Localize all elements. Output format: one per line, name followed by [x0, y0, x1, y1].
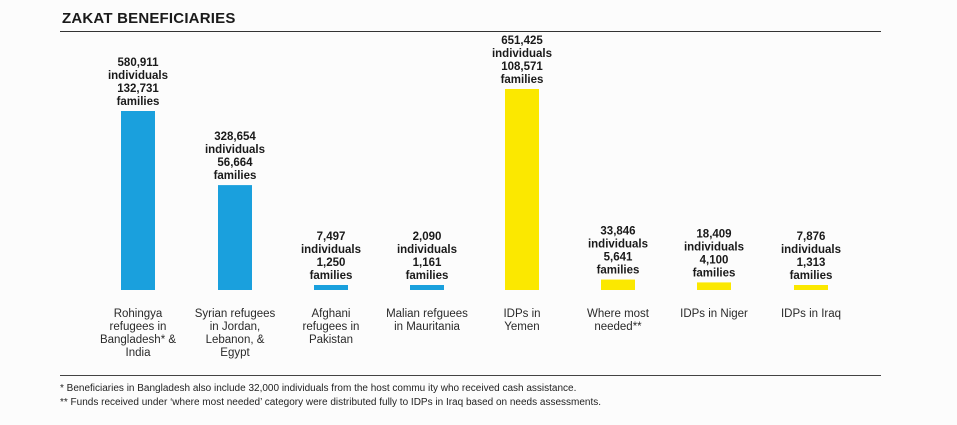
category-label-1-3: Bangladesh* & — [100, 334, 176, 346]
value-label-3-2: individuals — [301, 244, 361, 256]
value-label-2-4: families — [214, 170, 257, 182]
category-label-3-1: Afghani — [311, 308, 350, 320]
category-label-2-1: Syrian refugees — [195, 308, 276, 320]
bar-4 — [410, 285, 444, 290]
value-label-6-3: 5,641 — [604, 252, 633, 264]
title-rule — [60, 31, 881, 32]
category-label-2-2: in Jordan, — [210, 321, 261, 333]
bar-5 — [505, 89, 539, 290]
value-label-5-4: families — [501, 74, 544, 86]
category-label-4-1: Malian refguees — [386, 308, 468, 320]
value-label-7-2: individuals — [684, 241, 744, 253]
value-label-2-1: 328,654 — [214, 131, 256, 143]
category-label-1-2: refugees in — [110, 321, 167, 333]
category-label-1-4: India — [126, 347, 152, 359]
category-label-3-3: Pakistan — [309, 334, 353, 346]
category-label-7-1: IDPs in Niger — [680, 308, 748, 320]
value-label-8-2: individuals — [781, 244, 841, 256]
category-label-2-3: Lebanon, & — [206, 334, 265, 346]
bar-1 — [121, 111, 155, 290]
value-label-4-4: families — [406, 270, 449, 282]
value-label-5-1: 651,425 — [501, 35, 543, 47]
value-label-6-4: families — [597, 265, 640, 277]
bar-2 — [218, 185, 252, 290]
value-label-7-1: 18,409 — [696, 228, 731, 240]
value-label-6-2: individuals — [588, 239, 648, 251]
value-label-7-3: 4,100 — [700, 254, 729, 266]
bar-chart: 580,911individuals132,731familiesRohingy… — [100, 35, 841, 359]
chart-title: ZAKAT BENEFICIARIES — [62, 10, 236, 27]
bar-3 — [314, 285, 348, 290]
footnote-rule — [60, 375, 881, 376]
value-label-1-4: families — [117, 96, 160, 108]
value-label-8-1: 7,876 — [797, 231, 826, 243]
category-label-6-2: needed** — [594, 321, 642, 333]
value-label-1-1: 580,911 — [118, 57, 160, 69]
value-label-7-4: families — [693, 267, 736, 279]
value-label-8-4: families — [790, 270, 833, 282]
category-label-4-2: in Mauritania — [394, 321, 460, 333]
bar-6 — [601, 279, 635, 290]
footnote-where-most-needed: ** Funds received under ‘where most need… — [60, 397, 602, 408]
value-label-4-2: individuals — [397, 244, 457, 256]
category-label-5-1: IDPs in — [503, 308, 540, 320]
category-label-2-4: Egypt — [220, 347, 250, 359]
value-label-8-3: 1,313 — [797, 257, 826, 269]
value-label-4-3: 1,161 — [413, 257, 442, 269]
value-label-6-1: 33,846 — [600, 226, 635, 238]
category-label-8-1: IDPs in Iraq — [781, 308, 841, 320]
value-label-5-3: 108,571 — [501, 61, 543, 73]
value-label-3-1: 7,497 — [317, 231, 346, 243]
category-label-6-1: Where most — [587, 308, 650, 320]
value-label-5-2: individuals — [492, 48, 552, 60]
value-label-3-4: families — [310, 270, 353, 282]
value-label-3-3: 1,250 — [317, 257, 346, 269]
value-label-1-3: 132,731 — [117, 83, 159, 95]
bar-7 — [697, 282, 731, 290]
category-label-5-2: Yemen — [504, 321, 539, 333]
value-label-2-3: 56,664 — [217, 157, 253, 169]
footnote-bangladesh: * Beneficiaries in Bangladesh also inclu… — [60, 383, 577, 394]
category-label-1-1: Rohingya — [114, 308, 163, 320]
bar-8 — [794, 285, 828, 290]
value-label-4-1: 2,090 — [413, 231, 442, 243]
footnotes: * Beneficiaries in Bangladesh also inclu… — [60, 382, 601, 410]
value-label-2-2: individuals — [205, 144, 265, 156]
value-label-1-2: individuals — [108, 70, 168, 82]
category-label-3-2: refugees in — [303, 321, 360, 333]
